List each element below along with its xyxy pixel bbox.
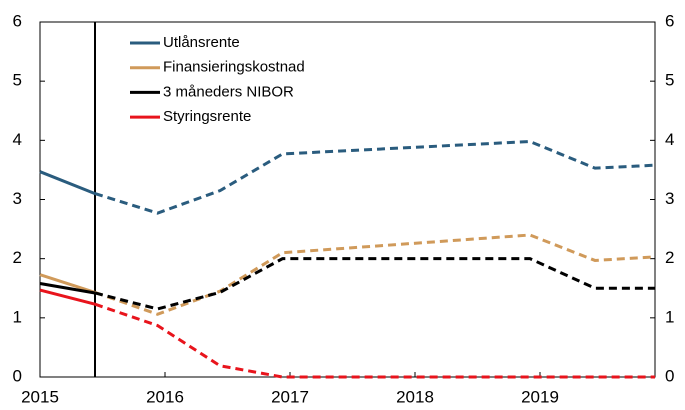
legend-label: Finansieringskostnad [163, 59, 305, 76]
legend-label: 3 måneders NIBOR [163, 83, 294, 100]
legend-label: Utlånsrente [163, 34, 240, 51]
y2-tick-label: 3 [665, 189, 674, 208]
series-line-dashed [94, 140, 656, 215]
y2-tick-label: 6 [665, 11, 674, 30]
series-line-solid [39, 273, 96, 294]
series-line-dashed [94, 302, 655, 379]
y2-tick-label: 0 [665, 366, 674, 385]
series-line-solid [39, 288, 96, 306]
y2-tick-label: 2 [665, 248, 674, 267]
y2-tick-label: 5 [665, 71, 674, 90]
x-tick-label: 2017 [271, 387, 309, 406]
y-tick-label: 3 [13, 189, 22, 208]
y-tick-label: 2 [13, 248, 22, 267]
plot-frame [39, 21, 656, 378]
y2-tick-label: 4 [665, 130, 674, 149]
series-line-dashed [94, 257, 655, 311]
x-tick-label: 2015 [21, 387, 59, 406]
legend-label: Styringsrente [163, 108, 251, 125]
x-tick-label: 2019 [521, 387, 559, 406]
series-line-solid [39, 170, 96, 195]
x-tick-label: 2018 [396, 387, 434, 406]
y-tick-label: 4 [13, 130, 22, 149]
y-tick-label: 1 [13, 307, 22, 326]
y2-tick-label: 1 [665, 307, 674, 326]
x-tick-label: 2016 [146, 387, 184, 406]
y-tick-label: 0 [13, 366, 22, 385]
legend: Utlånsrente Finansieringskostnad 3 måneder… [130, 34, 305, 125]
y-tick-label: 6 [13, 11, 22, 30]
series-line-dashed [94, 233, 656, 316]
y-tick-label: 5 [13, 71, 22, 90]
series-line-solid [39, 282, 96, 295]
